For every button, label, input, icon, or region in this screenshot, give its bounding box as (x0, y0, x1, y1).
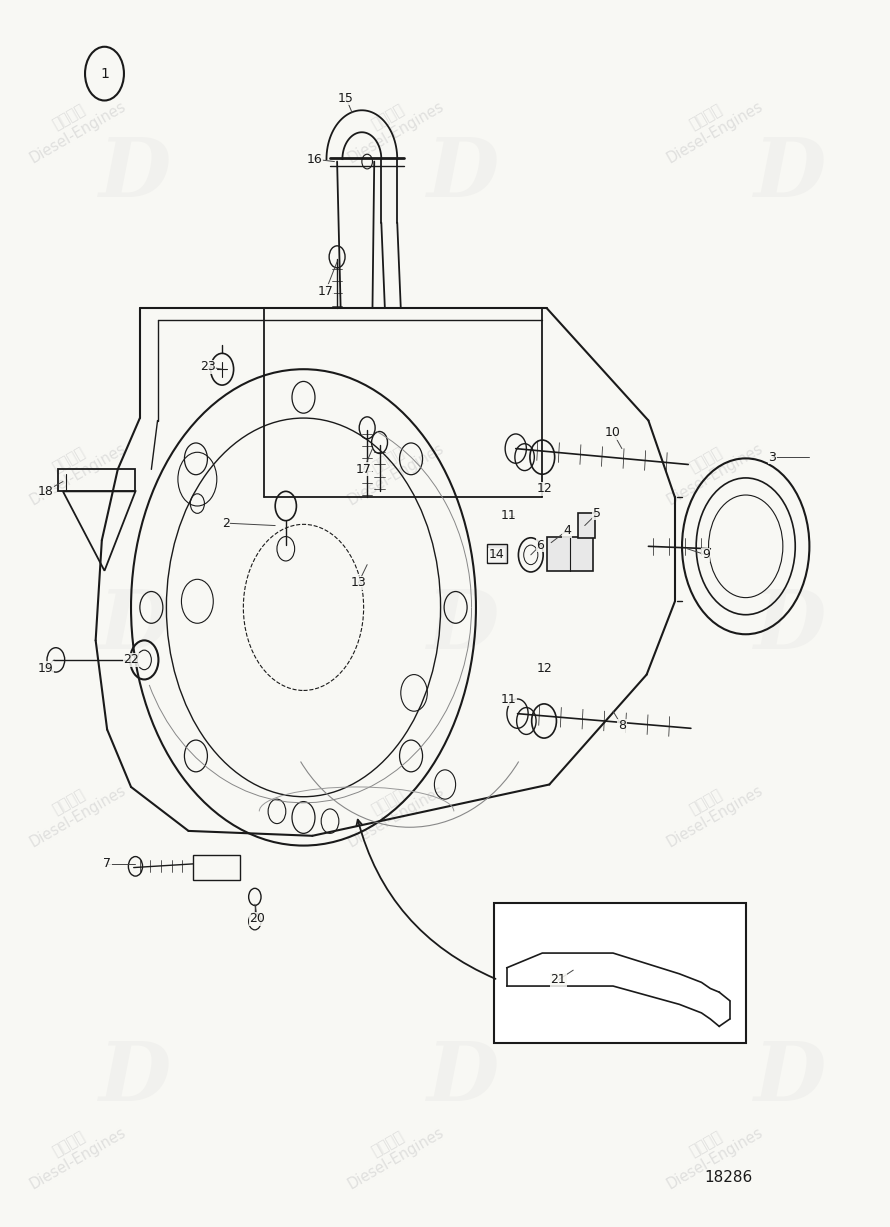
Text: 11: 11 (501, 692, 516, 706)
Text: 14: 14 (489, 548, 504, 562)
Text: 紫发动力
Diesel-Engines: 紫发动力 Diesel-Engines (336, 426, 447, 508)
Text: D: D (426, 134, 498, 213)
Bar (578, 513, 595, 537)
Text: 20: 20 (249, 913, 265, 925)
Text: 18: 18 (37, 485, 53, 498)
Text: 紫发动力
Diesel-Engines: 紫发动力 Diesel-Engines (655, 1109, 765, 1193)
Text: D: D (100, 1038, 172, 1118)
Bar (488, 544, 507, 563)
Text: 7: 7 (103, 858, 111, 870)
Text: 紫发动力
Diesel-Engines: 紫发动力 Diesel-Engines (19, 426, 129, 508)
Text: 13: 13 (351, 577, 366, 589)
Text: 6: 6 (537, 539, 545, 552)
Text: 紫发动力
Diesel-Engines: 紫发动力 Diesel-Engines (19, 768, 129, 850)
Text: 8: 8 (618, 719, 626, 733)
Text: D: D (754, 585, 826, 666)
Text: 16: 16 (306, 152, 322, 166)
Text: 10: 10 (605, 426, 621, 439)
Text: D: D (100, 585, 172, 666)
Text: 15: 15 (338, 92, 354, 104)
Text: 18286: 18286 (704, 1171, 752, 1185)
Text: 12: 12 (536, 482, 552, 496)
Text: 1: 1 (100, 66, 109, 81)
Text: 19: 19 (37, 661, 53, 675)
Bar (494, 903, 746, 1043)
Bar (546, 536, 593, 571)
Text: 紫发动力
Diesel-Engines: 紫发动力 Diesel-Engines (336, 1109, 447, 1193)
Text: 紫发动力
Diesel-Engines: 紫发动力 Diesel-Engines (19, 83, 129, 166)
Text: 2: 2 (222, 517, 230, 530)
Text: D: D (754, 1038, 826, 1118)
Text: 紫发动力
Diesel-Engines: 紫发动力 Diesel-Engines (655, 768, 765, 850)
Text: 17: 17 (356, 463, 371, 476)
Text: 紫发动力
Diesel-Engines: 紫发动力 Diesel-Engines (655, 426, 765, 508)
Text: 21: 21 (550, 973, 566, 987)
Text: D: D (426, 1038, 498, 1118)
Text: D: D (426, 585, 498, 666)
Text: D: D (100, 134, 172, 213)
Text: 23: 23 (200, 361, 216, 373)
Text: 紫发动力
Diesel-Engines: 紫发动力 Diesel-Engines (655, 83, 765, 166)
Text: 4: 4 (563, 524, 571, 537)
Text: D: D (754, 134, 826, 213)
Text: 3: 3 (768, 450, 776, 464)
Text: 紫发动力
Diesel-Engines: 紫发动力 Diesel-Engines (336, 83, 447, 166)
Text: 12: 12 (536, 661, 552, 675)
Text: 11: 11 (501, 509, 516, 523)
Text: 5: 5 (593, 507, 601, 520)
Text: 紫发动力
Diesel-Engines: 紫发动力 Diesel-Engines (19, 1109, 129, 1193)
Text: 9: 9 (702, 548, 710, 562)
Text: 紫发动力
Diesel-Engines: 紫发动力 Diesel-Engines (336, 768, 447, 850)
Text: 17: 17 (318, 285, 334, 297)
Text: 22: 22 (123, 654, 139, 666)
